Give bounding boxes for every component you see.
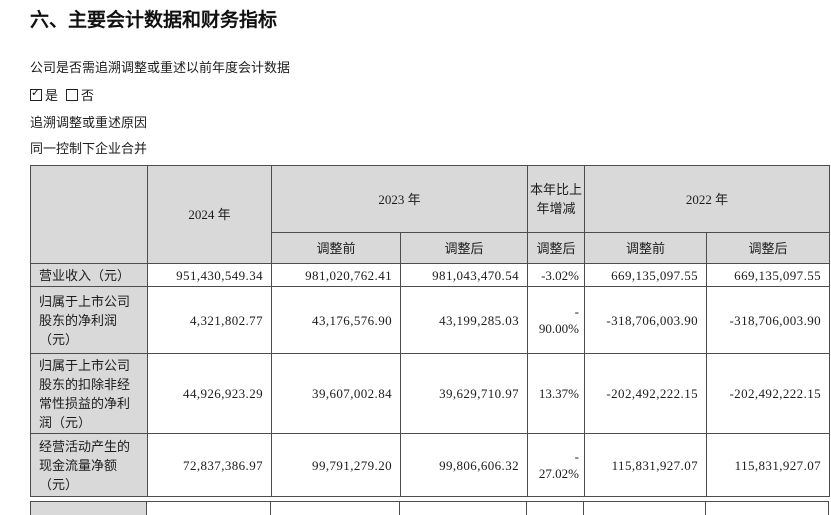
- cell-2022-before: 669,135,097.55: [584, 263, 708, 287]
- row-label: 营业收入（元）: [30, 263, 148, 287]
- cell-2022-before: 115,831,927.07: [584, 433, 708, 497]
- cell-yoy: -27.02%: [527, 433, 586, 497]
- subheader-yoy-after: 调整后: [527, 232, 586, 264]
- restatement-reason-label: 追溯调整或重述原因: [30, 115, 148, 130]
- restatement-options: ✓ 是 否: [30, 87, 829, 104]
- cell-2022-before: -318,706,003.90: [584, 286, 708, 354]
- cell-2023-after: 39,629,710.97: [399, 353, 529, 434]
- cell-2023-before: 43,176,576.90: [271, 286, 401, 354]
- cell-2022-before: -202,492,222.15: [584, 353, 708, 434]
- partial-cell: [31, 502, 147, 515]
- cell-yoy: -90.00%: [527, 286, 586, 354]
- table-row-revenue: 营业收入（元） 951,430,549.34 981,020,762.41 98…: [30, 263, 831, 287]
- col-header-2023: 2023 年: [270, 165, 529, 233]
- restatement-question: 公司是否需追溯调整或重述以前年度会计数据: [30, 60, 291, 75]
- cell-2023-after: 43,199,285.03: [399, 286, 529, 354]
- col-header-yoy: 本年比上年增减: [527, 165, 586, 233]
- partial-cell: [271, 502, 400, 515]
- col-header-2022: 2022 年: [584, 165, 831, 233]
- cell-2022-after: -318,706,003.90: [706, 286, 831, 354]
- option-no-label: 否: [81, 88, 95, 103]
- cell-2024: 4,321,802.77: [147, 286, 272, 354]
- cell-2024: 951,430,549.34: [147, 263, 272, 287]
- cell-2024: 44,926,923.29: [147, 353, 272, 434]
- subheader-2022-after: 调整后: [706, 232, 831, 264]
- cell-2022-after: 115,831,927.07: [706, 433, 831, 497]
- partial-next-row: [30, 501, 829, 515]
- partial-cell: [147, 502, 271, 515]
- cell-2023-before: 99,791,279.20: [271, 433, 401, 497]
- partial-cell: [584, 502, 706, 515]
- table-row-operating-cash-flow: 经营活动产生的现金流量净额（元） 72,837,386.97 99,791,27…: [30, 433, 831, 497]
- row-label: 归属于上市公司股东的扣除非经常性损益的净利润（元）: [30, 353, 148, 434]
- cell-yoy: 13.37%: [527, 353, 586, 434]
- subheader-2023-after: 调整后: [399, 232, 529, 264]
- checkbox-no-unchecked: [66, 89, 79, 101]
- subheader-2023-before: 调整前: [271, 232, 401, 264]
- partial-cell: [527, 502, 584, 515]
- page-title: 六、主要会计数据和财务指标: [30, 10, 278, 31]
- row-label: 归属于上市公司股东的净利润（元）: [30, 286, 148, 354]
- partial-cell: [706, 502, 829, 515]
- table-row-net-profit: 归属于上市公司股东的净利润（元） 4,321,802.77 43,176,576…: [30, 286, 831, 354]
- cell-2023-after: 981,043,470.54: [399, 263, 529, 287]
- corner-cell: [30, 165, 148, 264]
- restatement-reason-value: 同一控制下企业合并: [30, 141, 148, 156]
- cell-2022-after: -202,492,222.15: [706, 353, 831, 434]
- row-label: 经营活动产生的现金流量净额（元）: [30, 433, 148, 497]
- checkbox-yes-checked: ✓: [30, 86, 42, 101]
- partial-cell: [400, 502, 527, 515]
- financial-indicators-table: 2024 年 2023 年 本年比上年增减 2022 年 调整前 调整后 调整后…: [30, 165, 831, 497]
- cell-yoy: -3.02%: [527, 263, 586, 287]
- cell-2024: 72,837,386.97: [147, 433, 272, 497]
- col-header-2024: 2024 年: [147, 165, 272, 264]
- table-row-net-profit-excl-nonrecurring: 归属于上市公司股东的扣除非经常性损益的净利润（元） 44,926,923.29 …: [30, 353, 831, 434]
- check-icon: ✓: [31, 86, 41, 99]
- cell-2022-after: 669,135,097.55: [706, 263, 831, 287]
- option-yes-label: 是: [45, 88, 59, 103]
- cell-2023-before: 39,607,002.84: [271, 353, 401, 434]
- cell-2023-before: 981,020,762.41: [271, 263, 401, 287]
- subheader-2022-before: 调整前: [584, 232, 708, 264]
- cell-2023-after: 99,806,606.32: [399, 433, 529, 497]
